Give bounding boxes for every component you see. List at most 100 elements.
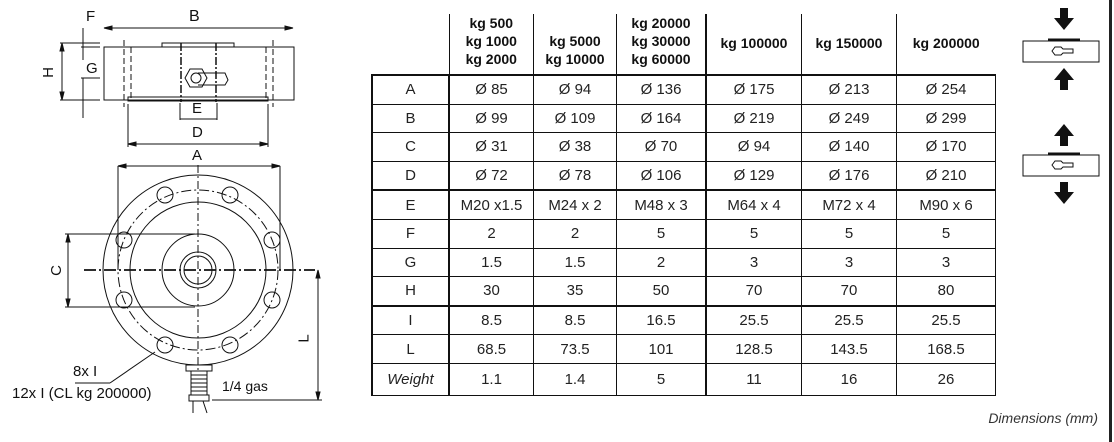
table-row: I 8.5 8.5 16.5 25.5 25.5 25.5 bbox=[371, 304, 996, 336]
table-cell: Ø 99 bbox=[448, 103, 534, 134]
row-label: C bbox=[371, 132, 450, 162]
table-cell: Ø 78 bbox=[533, 160, 617, 191]
table-row: G 1.5 1.5 2 3 3 3 bbox=[371, 247, 996, 278]
dim-label-d: D bbox=[192, 124, 203, 141]
table-cell: Ø 249 bbox=[801, 103, 897, 134]
table-cell: M20 x1.5 bbox=[448, 189, 534, 220]
table-cell: 5 bbox=[896, 218, 996, 249]
table-row: Weight 1.1 1.4 5 11 16 26 bbox=[371, 362, 996, 396]
table-cell: 1.4 bbox=[533, 362, 617, 396]
table-cell: 73.5 bbox=[533, 334, 617, 364]
table-cell: 25.5 bbox=[896, 304, 996, 336]
dim-label-e: E bbox=[192, 100, 203, 117]
row-label: A bbox=[371, 73, 450, 105]
side-view bbox=[59, 25, 295, 147]
table-cell: 3 bbox=[896, 247, 996, 278]
row-label: L bbox=[371, 334, 450, 364]
table-cell: M90 x 6 bbox=[896, 189, 996, 220]
table-cell: 1.1 bbox=[448, 362, 534, 396]
table-cell: 2 bbox=[533, 218, 617, 249]
table-cell: M72 x 4 bbox=[801, 189, 897, 220]
table-cell: Ø 176 bbox=[801, 160, 897, 191]
row-label: B bbox=[371, 103, 450, 134]
table-cell: 128.5 bbox=[705, 334, 802, 364]
table-cell: 68.5 bbox=[448, 334, 534, 364]
header-col-2: kg 5000 kg 10000 bbox=[533, 14, 617, 75]
dim-label-g: G bbox=[86, 60, 98, 77]
table-row: H 30 35 50 70 70 80 bbox=[371, 276, 996, 307]
header-col-5: kg 150000 bbox=[801, 14, 897, 75]
table-cell: Ø 38 bbox=[533, 132, 617, 162]
table-cell: 5 bbox=[801, 218, 897, 249]
table-cell: Ø 94 bbox=[533, 73, 617, 105]
dim-label-l: L bbox=[295, 334, 313, 343]
table-cell: Ø 106 bbox=[616, 160, 707, 191]
table-cell: 25.5 bbox=[801, 304, 897, 336]
table-cell: Ø 254 bbox=[896, 73, 996, 105]
holes-note: 8x I bbox=[73, 363, 98, 380]
header-col-4: kg 100000 bbox=[705, 14, 802, 75]
table-cell: Ø 175 bbox=[705, 73, 802, 105]
table-cell: 70 bbox=[705, 276, 802, 307]
table-cell: Ø 129 bbox=[705, 160, 802, 191]
table-cell: 1.5 bbox=[533, 247, 617, 278]
load-cell-technical-drawing bbox=[59, 25, 322, 414]
header-col-6: kg 200000 bbox=[896, 14, 996, 75]
top-view bbox=[65, 163, 322, 414]
row-label: Weight bbox=[371, 362, 450, 396]
header-empty bbox=[372, 14, 449, 75]
table-cell: Ø 140 bbox=[801, 132, 897, 162]
table-cell: 101 bbox=[616, 334, 707, 364]
dim-label-f: F bbox=[86, 8, 96, 25]
table-cell: M64 x 4 bbox=[705, 189, 802, 220]
row-label: D bbox=[371, 160, 450, 191]
table-cell: 143.5 bbox=[801, 334, 897, 364]
table-cell: 3 bbox=[705, 247, 802, 278]
table-cell: Ø 136 bbox=[616, 73, 707, 105]
table-cell: Ø 299 bbox=[896, 103, 996, 134]
table-cell: 80 bbox=[896, 276, 996, 307]
table-header-row: kg 500 kg 1000 kg 2000 kg 5000 kg 10000 kg … bbox=[372, 14, 996, 75]
table-cell: 1.5 bbox=[448, 247, 534, 278]
table-cell: Ø 70 bbox=[616, 132, 707, 162]
table-cell: Ø 219 bbox=[705, 103, 802, 134]
row-label: F bbox=[371, 218, 450, 249]
table-cell: 30 bbox=[448, 276, 534, 307]
table-cell: Ø 213 bbox=[801, 73, 897, 105]
table-cell: Ø 94 bbox=[705, 132, 802, 162]
table-cell: 2 bbox=[448, 218, 534, 249]
connector-note: 1/4 gas bbox=[222, 378, 268, 394]
bolt-holes bbox=[115, 186, 281, 354]
table-cell: 26 bbox=[896, 362, 996, 396]
table-cell: Ø 164 bbox=[616, 103, 707, 134]
table-cell: 5 bbox=[616, 362, 707, 396]
row-label: I bbox=[371, 304, 450, 336]
row-label: H bbox=[371, 276, 450, 307]
table-cell: 50 bbox=[616, 276, 707, 307]
table-cell: 3 bbox=[801, 247, 897, 278]
table-cell: Ø 109 bbox=[533, 103, 617, 134]
dimensions-table: kg 500 kg 1000 kg 2000 kg 5000 kg 10000 kg … bbox=[371, 14, 996, 396]
compression-arrow-icon bbox=[1022, 8, 1100, 204]
load-direction-icons bbox=[1018, 0, 1104, 220]
dim-label-b: B bbox=[189, 8, 200, 25]
page-border bbox=[1109, 0, 1112, 442]
table-cell: M24 x 2 bbox=[533, 189, 617, 220]
table-cell: 16 bbox=[801, 362, 897, 396]
table-cell: Ø 210 bbox=[896, 160, 996, 191]
dim-label-a: A bbox=[192, 147, 203, 164]
table-cell: 70 bbox=[801, 276, 897, 307]
table-row: L 68.5 73.5 101 128.5 143.5 168.5 bbox=[371, 334, 996, 364]
table-cell: Ø 31 bbox=[448, 132, 534, 162]
row-label: E bbox=[371, 189, 450, 220]
table-cell: 35 bbox=[533, 276, 617, 307]
table-row: E M20 x1.5 M24 x 2 M48 x 3 M64 x 4 M72 x 4 M90… bbox=[371, 189, 996, 220]
header-col-3: kg 20000 kg 30000 kg 60000 bbox=[616, 14, 706, 75]
units-note: Dimensions (mm) bbox=[988, 410, 1098, 426]
table-cell: 11 bbox=[705, 362, 802, 396]
